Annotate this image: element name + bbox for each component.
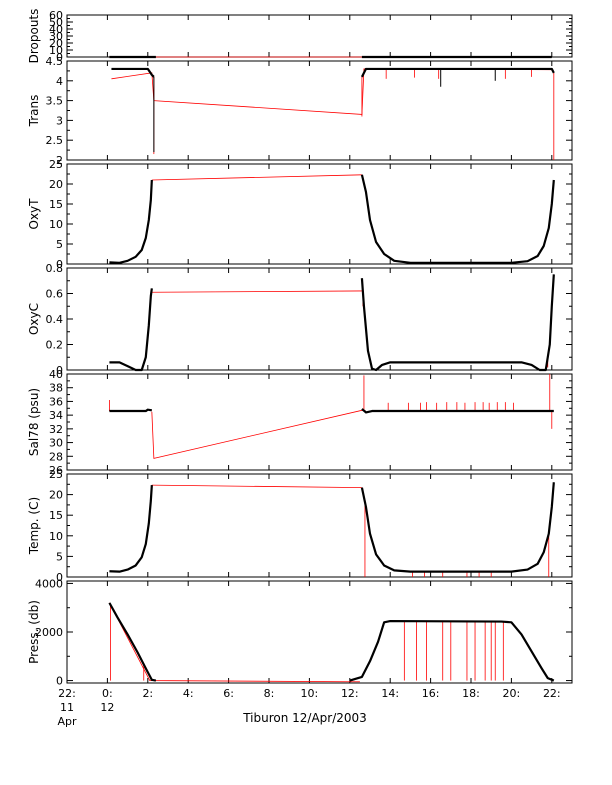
series-raw-press: [109, 602, 360, 683]
ytick-label-oxyc: 0.6: [46, 288, 64, 301]
series-data-oxyc: [360, 274, 555, 372]
xtick-label: 10:: [301, 687, 319, 700]
xtick-label: 16:: [422, 687, 440, 700]
ytick-label-oxyt: 20: [49, 178, 63, 191]
ytick-label-trans: 3.5: [46, 95, 64, 108]
ytick-label-temp: 5: [56, 550, 63, 563]
ytick-label-trans: 4.5: [46, 55, 64, 68]
ytick-label-oxyt: 0: [56, 258, 63, 271]
series-raw-oxyt: [151, 174, 362, 181]
ytick-label-dropouts: 10: [49, 44, 63, 57]
panel-frame-sal78: [66, 373, 573, 471]
series-raw-sal78: [151, 409, 367, 459]
series-data-oxyt: [109, 179, 153, 264]
xtick-label: 6:: [223, 687, 234, 700]
ytick-label-sal78: 36: [49, 395, 63, 408]
xtick-label: 14:: [381, 687, 399, 700]
ytick-label-trans: 2.5: [46, 134, 64, 147]
ytick-label-press: 4000: [35, 577, 63, 590]
series-data-trans: [360, 67, 555, 78]
xtick-label: Apr: [57, 715, 77, 728]
ytick-label-dropouts: 0: [56, 51, 63, 64]
ytick-label-sal78: 30: [49, 437, 63, 450]
series-raw-trans: [111, 68, 552, 115]
series-data-press: [349, 619, 555, 682]
series-data-oxyt: [360, 174, 555, 264]
xtick-label: 8:: [264, 687, 275, 700]
ytick-label-dropouts: 20: [49, 37, 63, 50]
ytick-label-sal78: 32: [49, 423, 63, 436]
xtick-label: 0:: [102, 687, 113, 700]
ylabel-sal78: Sal78 (psu): [27, 388, 41, 456]
ytick-label-dropouts: 60: [49, 9, 63, 22]
ytick-label-oxyc: 0.2: [46, 339, 64, 352]
panel-frame-trans: [66, 60, 573, 161]
ytick-label-oxyc: 0: [56, 364, 63, 377]
series-raw-oxyc: [151, 290, 362, 293]
xtick-label: 11: [60, 701, 74, 714]
xtick-label: 22:: [543, 687, 561, 700]
panel-frame-temp: [66, 473, 573, 578]
ytick-label-press: 2000: [35, 626, 63, 639]
xtick-label: 4:: [183, 687, 194, 700]
series-data-oxyc: [109, 288, 153, 372]
ytick-label-trans: 3: [56, 114, 63, 127]
series-data-trans: [111, 67, 155, 78]
series-data-temp: [109, 485, 153, 573]
ylabel-oxyc: OxyC: [27, 303, 41, 335]
ytick-label-sal78: 34: [49, 409, 63, 422]
ytick-label-press: 0: [56, 675, 63, 688]
ylabel-oxyt: OxyT: [27, 198, 41, 230]
ytick-label-dropouts: 30: [49, 30, 63, 43]
series-data-sal78: [109, 408, 153, 413]
ytick-label-temp: 0: [56, 571, 63, 584]
ylabel-press: Press. (db): [27, 600, 41, 664]
ytick-label-sal78: 40: [49, 368, 63, 381]
ytick-label-temp: 20: [49, 489, 63, 502]
panel-frame-dropouts: [66, 14, 573, 58]
ytick-label-sal78: 28: [49, 450, 63, 463]
ytick-label-trans: 4: [56, 75, 63, 88]
ytick-label-temp: 25: [49, 468, 63, 481]
ylabel-dropouts: Dropouts: [27, 9, 41, 64]
ytick-label-oxyc: 0.8: [46, 262, 64, 275]
ytick-label-oxyt: 5: [56, 238, 63, 251]
xtick-label: 20:: [503, 687, 521, 700]
ytick-label-sal78: 26: [49, 464, 63, 477]
xtick-label: 12: [100, 701, 114, 714]
ytick-label-oxyt: 15: [49, 198, 63, 211]
ytick-label-temp: 15: [49, 509, 63, 522]
series-raw-temp: [151, 484, 362, 488]
ylabel-trans: Trans: [27, 95, 41, 128]
chart-caption: Tiburon 12/Apr/2003: [242, 711, 367, 725]
ytick-label-dropouts: 40: [49, 23, 63, 36]
series-data-sal78: [361, 408, 554, 414]
ytick-label-oxyt: 25: [49, 158, 63, 171]
ytick-label-oxyt: 10: [49, 218, 63, 231]
xtick-label: 2:: [142, 687, 153, 700]
xtick-label: 12:: [341, 687, 359, 700]
xtick-label: 18:: [462, 687, 480, 700]
panel-frame-oxyc: [66, 267, 573, 371]
xtick-label: 22:: [58, 687, 76, 700]
ylabel-temp: Temp. (C): [27, 497, 41, 555]
series-data-press: [108, 602, 157, 682]
ytick-label-temp: 10: [49, 530, 63, 543]
ytick-label-oxyc: 0.4: [46, 313, 64, 326]
series-data-temp: [360, 482, 555, 573]
ytick-label-dropouts: 50: [49, 16, 63, 29]
ytick-label-trans: 2: [56, 154, 63, 167]
ytick-label-sal78: 38: [49, 382, 63, 395]
